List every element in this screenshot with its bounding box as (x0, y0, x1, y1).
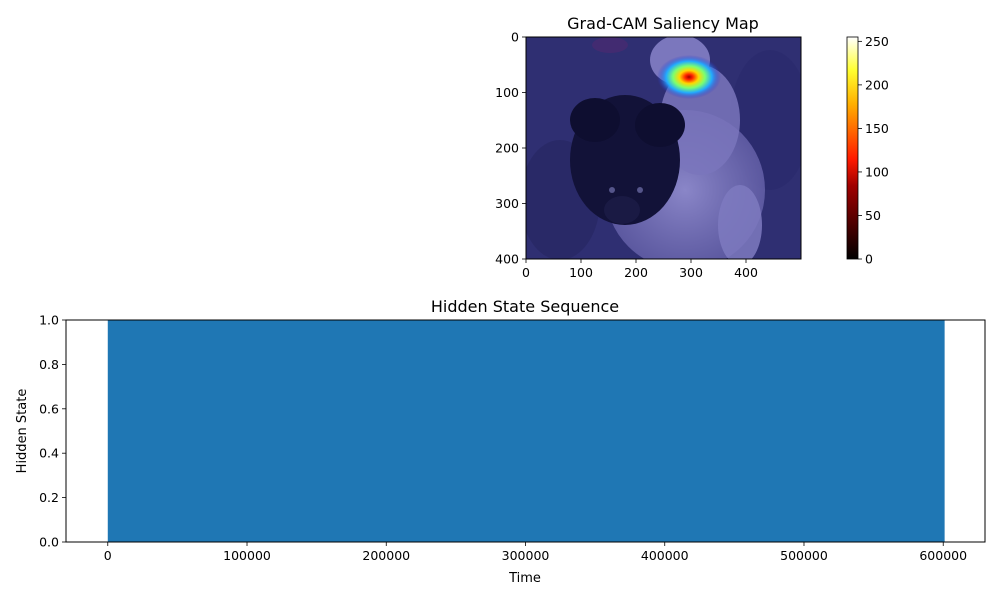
saliency-x-tick-label: 100 (569, 265, 593, 280)
hidden-state-title: Hidden State Sequence (431, 297, 619, 316)
hidden-state-y-tick-label: 0.0 (39, 535, 59, 550)
colorbar-tick-label: 100 (865, 164, 889, 179)
hidden-state-x-tick-label: 100000 (223, 548, 271, 563)
hidden-state-x-tick-label: 500000 (780, 548, 828, 563)
hidden-state-series (107, 320, 945, 542)
colorbar-tick-label: 200 (865, 77, 889, 92)
hidden-state-y-tick-label: 0.8 (39, 357, 59, 372)
saliency-chart: Grad-CAM Saliency Map 0 100 200 300 400 0 100… (495, 14, 889, 280)
saliency-y-tick-label: 400 (495, 252, 519, 267)
hidden-state-ylabel: Hidden State (15, 389, 30, 474)
saliency-y-tick-label: 200 (495, 141, 519, 156)
saliency-hotspot (657, 55, 721, 99)
hidden-state-x-tick-label: 300000 (502, 548, 550, 563)
colorbar-tick-label: 250 (865, 34, 889, 49)
hidden-state-xlabel: Time (508, 571, 541, 586)
hidden-state-x-ticks: 0 100000 200000 300000 400000 500000 600000 (104, 542, 967, 563)
hidden-state-y-tick-label: 0.2 (39, 490, 59, 505)
colorbar-tick-label: 150 (865, 121, 889, 136)
colorbar-tick-label: 0 (865, 252, 873, 267)
hidden-state-chart: Hidden State Sequence 0.0 0.2 0.4 0.6 0.8 1.0… (15, 297, 986, 586)
hidden-state-y-tick-label: 1.0 (39, 313, 59, 328)
saliency-x-tick-label: 300 (679, 265, 703, 280)
saliency-y-ticks: 0 100 200 300 400 (495, 30, 526, 267)
saliency-y-tick-label: 300 (495, 196, 519, 211)
hidden-state-x-tick-label: 0 (104, 548, 112, 563)
hidden-state-area (107, 320, 945, 542)
saliency-image (526, 37, 801, 259)
hidden-state-y-tick-label: 0.4 (39, 446, 59, 461)
colorbar (846, 36, 859, 260)
saliency-y-tick-label: 0 (511, 30, 519, 45)
colorbar-tick-label: 50 (865, 208, 881, 223)
hidden-state-y-ticks: 0.0 0.2 0.4 0.6 0.8 1.0 (39, 313, 66, 550)
hidden-state-x-tick-label: 400000 (641, 548, 689, 563)
saliency-x-tick-label: 0 (522, 265, 530, 280)
colorbar-ticks: 0 50 100 150 200 250 (858, 34, 889, 267)
hidden-state-y-tick-label: 0.6 (39, 401, 59, 416)
hidden-state-x-tick-label: 200000 (362, 548, 410, 563)
saliency-x-tick-label: 200 (624, 265, 648, 280)
saliency-x-tick-label: 400 (734, 265, 758, 280)
saliency-title: Grad-CAM Saliency Map (567, 14, 759, 33)
saliency-y-tick-label: 100 (495, 85, 519, 100)
hidden-state-x-tick-label: 600000 (919, 548, 967, 563)
saliency-x-ticks: 0 100 200 300 400 (522, 259, 758, 280)
